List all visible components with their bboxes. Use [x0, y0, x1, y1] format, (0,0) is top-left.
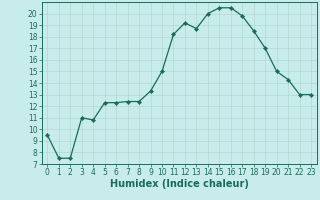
X-axis label: Humidex (Indice chaleur): Humidex (Indice chaleur) [110, 179, 249, 189]
